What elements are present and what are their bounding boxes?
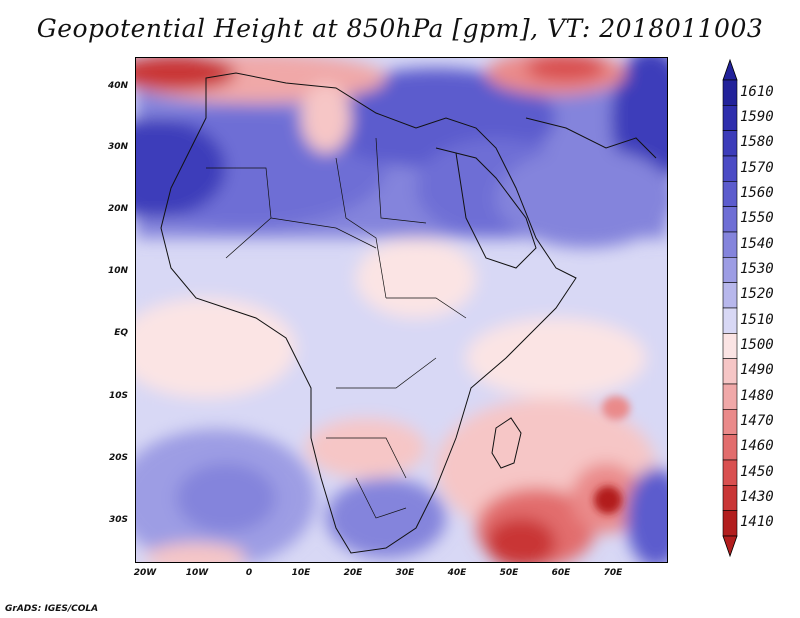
- colorbar-label: 1490: [740, 362, 774, 379]
- lat-label-30s: 30S: [108, 515, 128, 525]
- colorbar-label: 1460: [740, 438, 774, 455]
- colorbar-swatch: [722, 383, 738, 410]
- lat-label-10s: 10S: [108, 391, 128, 401]
- height-field-map: [136, 58, 667, 562]
- colorbar-label: 1570: [740, 159, 774, 176]
- map-title: Geopotential Height at 850hPa [gpm], VT:…: [36, 14, 764, 43]
- colorbar-label: 1530: [740, 261, 774, 277]
- colorbar-label: 1470: [740, 413, 774, 429]
- map-panel: [135, 57, 668, 563]
- colorbar-label: 1560: [740, 185, 774, 201]
- colorbar-swatch: [722, 105, 738, 131]
- colorbar-top-arrow: [722, 58, 738, 81]
- colorbar: [722, 58, 738, 558]
- lon-label-40e: 40E: [447, 568, 467, 578]
- colorbar-swatch: [722, 130, 738, 157]
- lat-label-20n: 20N: [107, 204, 128, 214]
- lon-label-0: 0: [245, 568, 253, 578]
- colorbar-label: 1580: [740, 134, 774, 151]
- colorbar-swatch: [722, 307, 738, 334]
- colorbar-swatch: [722, 333, 738, 359]
- colorbar-label: 1480: [740, 387, 774, 404]
- geopotential-field: [136, 58, 667, 562]
- colorbar-swatch: [722, 257, 738, 283]
- colorbar-label: 1430: [740, 489, 774, 505]
- colorbar-swatch: [722, 181, 738, 207]
- lon-label-30e: 30E: [395, 568, 415, 578]
- field-highlights: [594, 396, 630, 514]
- colorbar-label: 1510: [740, 311, 774, 328]
- colorbar-swatch: [722, 79, 738, 106]
- colorbar-swatch: [722, 358, 738, 385]
- colorbar-bottom-arrow: [722, 535, 738, 558]
- lat-label-eq: EQ: [114, 328, 128, 338]
- colorbar-label: 1450: [740, 463, 774, 480]
- lon-label-10w: 10W: [185, 568, 209, 578]
- footer-credit: GrADS: IGES/COLA: [5, 604, 99, 614]
- colorbar-label: 1540: [740, 235, 774, 252]
- lon-label-50e: 50E: [499, 568, 519, 578]
- coastlines: [160, 72, 657, 554]
- colorbar-swatch: [722, 231, 738, 258]
- colorbar-swatch: [722, 206, 738, 233]
- colorbar-label: 1520: [740, 286, 774, 303]
- lat-label-40n: 40N: [107, 81, 128, 91]
- country-borders: [206, 137, 467, 519]
- lon-label-10e: 10E: [291, 568, 311, 578]
- lon-label-20w: 20W: [133, 568, 157, 578]
- lon-label-60e: 60E: [551, 568, 571, 578]
- colorbar-swatch: [722, 155, 738, 182]
- colorbar-label: 1610: [740, 83, 774, 100]
- colorbar-swatch: [722, 459, 738, 486]
- colorbar-swatch: [722, 409, 738, 435]
- colorbar-swatch: [722, 510, 738, 537]
- lat-label-20s: 20S: [108, 453, 128, 463]
- lat-label-30n: 30N: [107, 142, 128, 152]
- colorbar-label: 1590: [740, 109, 774, 125]
- colorbar-swatch: [722, 485, 738, 511]
- colorbar-swatch: [722, 282, 738, 309]
- colorbar-swatch: [722, 434, 738, 461]
- lon-label-20e: 20E: [343, 568, 363, 578]
- colorbar-label: 1410: [740, 514, 774, 531]
- lon-label-70e: 70E: [603, 568, 623, 578]
- colorbar-label: 1500: [740, 337, 774, 353]
- lat-label-10n: 10N: [107, 266, 128, 276]
- colorbar-label: 1550: [740, 210, 774, 227]
